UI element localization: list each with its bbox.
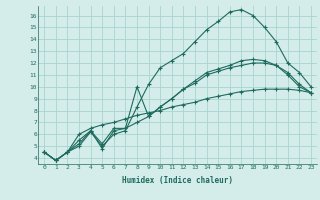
X-axis label: Humidex (Indice chaleur): Humidex (Indice chaleur) [122,176,233,185]
